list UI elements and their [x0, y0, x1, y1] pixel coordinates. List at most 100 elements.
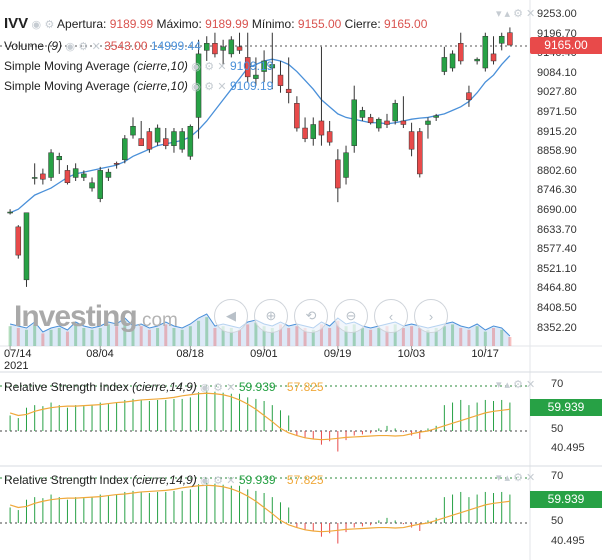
settings-icon[interactable]: ⚙: [513, 8, 523, 20]
zoom-in-icon[interactable]: ⊕: [254, 299, 288, 333]
collapse-icon[interactable]: ▾: [496, 8, 502, 20]
volume-bar: [188, 326, 192, 346]
eye-icon[interactable]: ◉: [191, 61, 201, 73]
collapse-icon[interactable]: ▾: [496, 379, 502, 391]
close-icon[interactable]: ✕: [525, 379, 536, 391]
close-icon[interactable]: ✕: [525, 472, 536, 484]
rsi-legend-2: Relative Strength Index (cierre,14,9) ◉ …: [4, 473, 324, 487]
collapse-icon[interactable]: ▾: [496, 472, 502, 484]
volume-bar: [369, 329, 373, 346]
volume-bar: [262, 326, 266, 346]
logo-brand: Investing: [14, 300, 138, 333]
volume-bar: [393, 324, 397, 346]
volume-bar: [147, 329, 151, 346]
volume-bar: [352, 324, 356, 346]
candle-body: [212, 43, 218, 55]
volume-bar: [451, 324, 455, 346]
close-icon[interactable]: ✕: [226, 475, 236, 487]
close-icon[interactable]: ✕: [525, 8, 536, 20]
candle-body: [187, 126, 194, 157]
candle-body: [48, 152, 54, 178]
eye-icon[interactable]: ◉: [31, 19, 42, 31]
eye-icon[interactable]: ◉: [191, 81, 201, 93]
volume-bar: [57, 328, 61, 346]
candle-body: [425, 120, 431, 125]
price-tick-label: 8577.40: [537, 243, 577, 256]
settings-icon[interactable]: ⚙: [204, 81, 215, 93]
rsi-axis-min: 40.495: [551, 535, 585, 547]
volume-name: Volume: [4, 39, 45, 53]
settings-icon[interactable]: ⚙: [78, 41, 89, 53]
close-icon[interactable]: ✕: [91, 41, 101, 53]
scroll-right-icon[interactable]: ›: [414, 299, 448, 333]
volume-bar: [8, 326, 12, 346]
reset-icon[interactable]: ⟲: [294, 299, 328, 333]
volume-bar: [74, 324, 78, 346]
volume-bar: [360, 328, 364, 346]
candle-body: [97, 170, 103, 199]
settings-icon[interactable]: ⚙: [513, 472, 523, 484]
settings-icon[interactable]: ⚙: [213, 475, 223, 487]
volume-bar: [401, 328, 405, 346]
candle-body: [261, 60, 267, 72]
eye-icon[interactable]: ◉: [65, 41, 75, 53]
volume-bar: [328, 328, 332, 346]
lock-icon[interactable]: ▴: [504, 8, 511, 20]
candle-body: [408, 131, 415, 150]
candle-body: [326, 131, 333, 143]
chart-tools-bar: ◀ ⊕ ⟲ ⊖ ‹ ›: [214, 299, 448, 333]
settings-icon[interactable]: ⚙: [213, 382, 223, 394]
close-icon[interactable]: ✕: [217, 81, 227, 93]
eye-icon[interactable]: ◉: [200, 475, 210, 487]
candle-body: [40, 173, 46, 180]
volume-bar: [164, 324, 168, 346]
price-tick-label: 8915.20: [537, 125, 577, 138]
price-tick-label: 9196.70: [537, 27, 577, 40]
volume-average-value: 14999.44: [150, 39, 201, 53]
settings-icon[interactable]: ⚙: [44, 19, 55, 31]
price-tick-label: 9084.10: [537, 66, 577, 79]
scroll-left-icon[interactable]: ‹: [374, 299, 408, 333]
candle-body: [335, 159, 341, 189]
zoom-out-icon[interactable]: ⊖: [334, 299, 368, 333]
sma-param: (cierre,10): [133, 59, 188, 73]
candle-body: [146, 131, 153, 150]
volume-bar: [410, 326, 414, 346]
candle-body: [130, 126, 136, 136]
candle-body: [228, 39, 235, 55]
volume-bar: [123, 320, 127, 346]
candle-body: [417, 131, 423, 175]
lock-icon[interactable]: ▴: [504, 472, 511, 484]
candle-body: [367, 117, 374, 123]
rsi-axis-70: 70: [551, 470, 564, 482]
candle-body: [195, 53, 202, 118]
eye-icon[interactable]: ◉: [200, 382, 210, 394]
close-icon[interactable]: ✕: [217, 61, 227, 73]
rsi-signal-line: [9, 392, 510, 441]
candle-body: [285, 88, 292, 93]
volume-bar: [311, 329, 315, 346]
time-tick-label: 08/04: [86, 348, 114, 360]
audio-icon[interactable]: ◀: [214, 299, 248, 333]
open-label: Apertura:: [57, 17, 107, 31]
year-label: 2021: [4, 360, 29, 372]
rsi-name: Relative Strength Index: [4, 380, 129, 394]
volume-bar: [492, 328, 496, 346]
volume-bar: [82, 328, 86, 346]
price-tick-label: 8633.70: [537, 223, 577, 236]
settings-icon[interactable]: ⚙: [204, 61, 215, 73]
volume-bar: [508, 337, 512, 346]
price-tick-label: 8858.90: [537, 145, 577, 158]
lock-icon[interactable]: ▴: [504, 379, 511, 391]
close-icon[interactable]: ✕: [226, 382, 236, 394]
volume-bar: [98, 328, 102, 346]
volume-bar: [197, 320, 201, 346]
candle-body: [89, 182, 95, 189]
rsi-1-window-controls: ▾ ▴ ⚙ ✕: [496, 378, 535, 391]
candle-body: [441, 57, 448, 72]
settings-icon[interactable]: ⚙: [513, 379, 523, 391]
volume-bar: [115, 326, 119, 346]
sma-value: 9109.19: [229, 59, 274, 73]
volume-bar: [213, 328, 217, 346]
